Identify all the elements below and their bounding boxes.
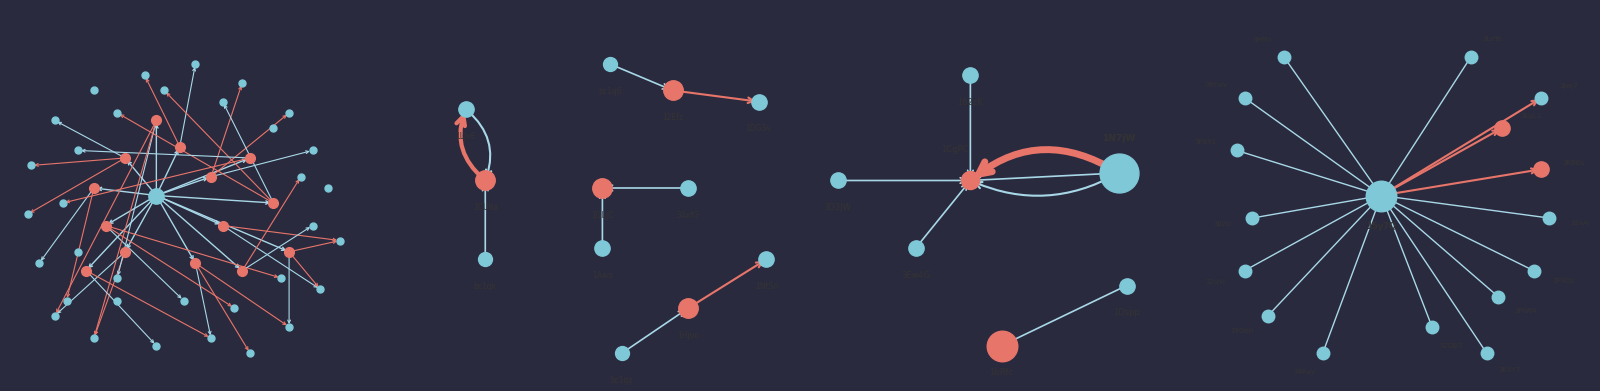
Text: 1LJvE: 1LJvE bbox=[456, 132, 477, 141]
Text: 19GeH: 19GeH bbox=[1230, 328, 1254, 334]
Text: 162zK: 162zK bbox=[957, 98, 984, 107]
Text: 1GLjC: 1GLjC bbox=[592, 210, 613, 219]
Text: 1bRfc: 1bRfc bbox=[989, 368, 1014, 377]
Text: 3P891: 3P891 bbox=[1194, 139, 1216, 145]
Text: 15y7Q: 15y7Q bbox=[1366, 222, 1397, 231]
Text: bc1qk: bc1qk bbox=[474, 282, 498, 291]
Text: 3PtW4: 3PtW4 bbox=[1514, 308, 1538, 314]
Text: 36XY7: 36XY7 bbox=[1498, 368, 1520, 373]
Text: 1CUha: 1CUha bbox=[472, 203, 498, 212]
Text: 32DB3: 32DB3 bbox=[1440, 343, 1462, 349]
Text: 1NtSn: 1NtSn bbox=[755, 282, 778, 291]
Text: 32xAi: 32xAi bbox=[1571, 221, 1590, 226]
Text: 3JI2U: 3JI2U bbox=[1213, 221, 1232, 227]
Text: 3LuL1: 3LuL1 bbox=[1522, 113, 1542, 120]
Text: 3LeTe: 3LeTe bbox=[1483, 36, 1502, 42]
Text: bc1qz: bc1qz bbox=[611, 376, 634, 385]
Text: 1F9Dp: 1F9Dp bbox=[1552, 278, 1576, 284]
Text: 34Ray: 34Ray bbox=[1294, 369, 1315, 375]
Text: 1Hjoo: 1Hjoo bbox=[677, 331, 699, 340]
Text: bc1q6: bc1q6 bbox=[598, 87, 622, 96]
Text: 32uVj: 32uVj bbox=[1206, 279, 1226, 285]
Text: 39Ywv: 39Ywv bbox=[1205, 82, 1227, 88]
Text: 1Dspp: 1Dspp bbox=[1114, 308, 1139, 317]
Text: 3Hffx: 3Hffx bbox=[1253, 37, 1272, 43]
Text: 1N7jW: 1N7jW bbox=[1102, 134, 1136, 143]
Text: 1DG3v: 1DG3v bbox=[746, 124, 771, 133]
Text: 12Efz: 12Efz bbox=[662, 113, 683, 122]
Text: 3KB6u: 3KB6u bbox=[1563, 160, 1586, 167]
Text: 1Aais: 1Aais bbox=[592, 271, 613, 280]
Text: 3Jwj7: 3Jwj7 bbox=[1560, 83, 1578, 89]
Text: 34xfG: 34xfG bbox=[677, 210, 699, 219]
Text: 3Ew4G: 3Ew4G bbox=[901, 271, 930, 280]
Text: 3D3JW: 3D3JW bbox=[824, 203, 851, 212]
Text: 1CgPC: 1CgPC bbox=[941, 145, 968, 154]
